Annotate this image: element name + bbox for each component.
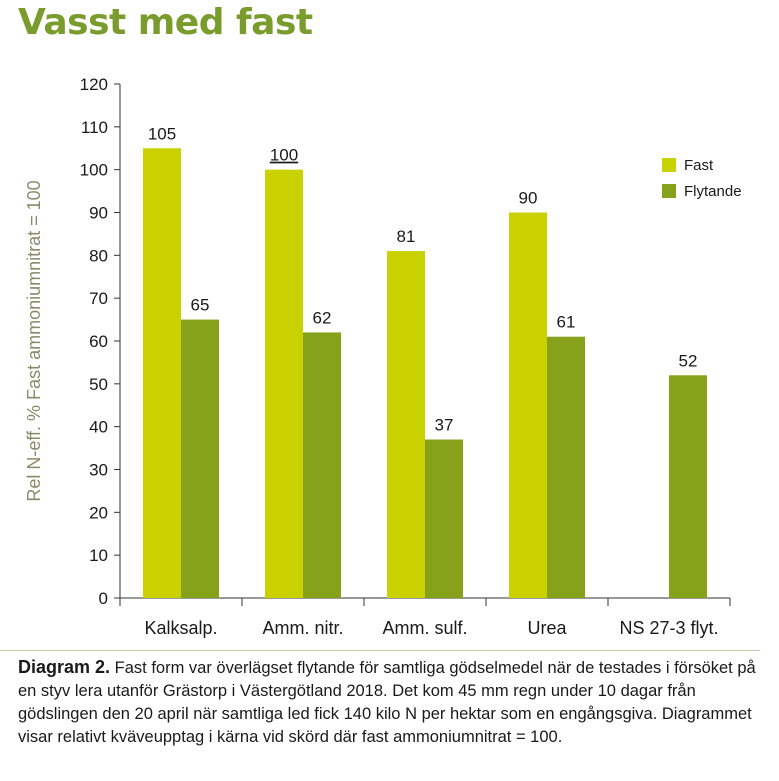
bar-fast xyxy=(387,251,425,599)
bar-flytande xyxy=(547,336,585,598)
caption-text: Fast form var överlägset flytande för sa… xyxy=(18,659,756,746)
legend-swatch-fast xyxy=(662,158,676,172)
bar-fast xyxy=(265,169,303,598)
y-tick-label: 110 xyxy=(81,118,108,137)
y-tick-label: 60 xyxy=(89,332,108,351)
legend-swatch-flytande xyxy=(662,184,676,198)
caption-label: Diagram 2. xyxy=(18,657,111,677)
y-tick-label: 50 xyxy=(89,375,108,394)
category-label: Amm. sulf. xyxy=(382,618,467,638)
value-label: 65 xyxy=(191,296,210,315)
y-tick-label: 20 xyxy=(89,503,108,522)
legend-label-fast: Fast xyxy=(684,157,714,174)
value-label: 81 xyxy=(397,227,416,246)
bar-flytande xyxy=(669,375,707,598)
y-tick-label: 90 xyxy=(89,204,108,223)
value-label-bg xyxy=(265,143,303,166)
y-tick-label: 120 xyxy=(80,75,108,94)
value-label-bg xyxy=(514,186,542,209)
chart-frame: 0 10 20 30 40 50 60 70 80 90 100 110 120 105 65 Kalksal… xyxy=(0,70,760,651)
y-tick-label: 40 xyxy=(89,418,108,437)
y-axis-label: Rel N-eff. % Fast ammoniumnitrat = 100 xyxy=(24,180,44,501)
bar-chart: 0 10 20 30 40 50 60 70 80 90 100 110 120 105 65 Kalksal… xyxy=(24,75,742,638)
category-label: Kalksalp. xyxy=(144,618,217,638)
legend-label-flytande: Flytande xyxy=(684,183,742,200)
bar-flytande xyxy=(425,439,463,598)
y-tick-label: 70 xyxy=(89,289,108,308)
category-label: Urea xyxy=(527,618,567,638)
value-label: 52 xyxy=(679,351,698,370)
bar-fast xyxy=(509,212,547,598)
y-tick-label: 100 xyxy=(80,161,108,180)
value-label: 37 xyxy=(435,416,454,435)
value-label: 62 xyxy=(313,308,332,327)
value-label: 100 xyxy=(270,146,298,165)
y-tick-label: 30 xyxy=(89,461,108,480)
figure-caption: Diagram 2. Fast form var överlägset flyt… xyxy=(18,656,763,749)
value-label-bg xyxy=(308,306,336,329)
page-title: Vasst med fast xyxy=(18,2,313,43)
value-label-bg xyxy=(392,225,420,248)
value-label: 105 xyxy=(148,124,176,143)
value-label-bg xyxy=(143,122,181,145)
y-tick-label: 10 xyxy=(89,546,108,565)
y-tick-label: 0 xyxy=(99,589,108,608)
value-label-bg xyxy=(674,349,702,372)
value-label: 61 xyxy=(557,313,576,332)
value-label-bg xyxy=(552,310,580,333)
bar-flytande xyxy=(181,319,219,598)
y-tick-label: 80 xyxy=(89,246,108,265)
category-label: NS 27-3 flyt. xyxy=(619,618,718,638)
bar-fast xyxy=(143,148,181,598)
category-label: Amm. nitr. xyxy=(262,618,343,638)
bar-flytande xyxy=(303,332,341,598)
value-label-bg xyxy=(430,413,458,436)
value-label-bg xyxy=(186,293,214,316)
value-label: 90 xyxy=(519,189,538,208)
